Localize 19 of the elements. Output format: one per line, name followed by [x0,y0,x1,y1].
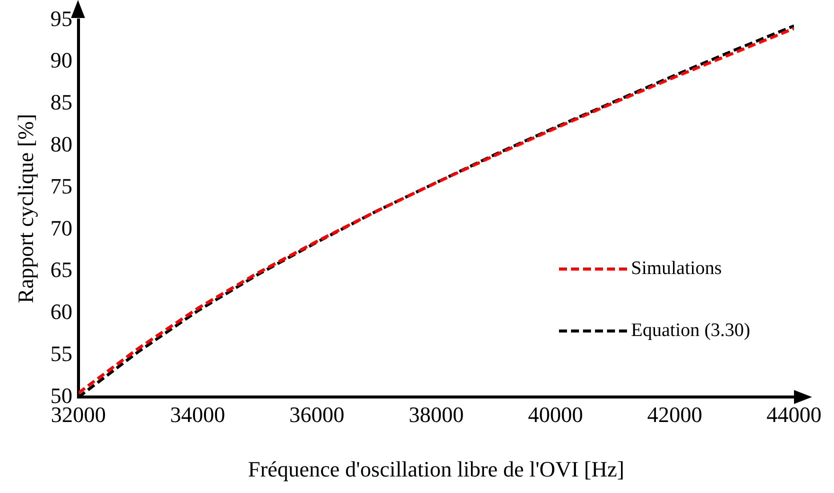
legend-label: Simulations [631,258,722,279]
legend-label: Equation (3.30) [631,320,750,341]
x-tick-label: 36000 [289,402,344,428]
x-axis-title: Fréquence d'oscillation libre de l'OVI [Hz] [248,456,624,482]
y-tick-label: 90 [50,48,72,73]
x-tick-label: 40000 [528,402,583,428]
x-tick-label: 34000 [170,402,226,428]
y-tick-label: 70 [50,215,72,240]
y-tick-label: 60 [50,299,72,324]
y-tick-label: 80 [50,132,72,157]
x-tick-label: 42000 [647,402,702,428]
y-axis-title: Rapport cyclique [%] [12,114,38,304]
y-tick-label: 55 [50,341,72,366]
x-tick-label: 44000 [766,402,822,428]
y-tick-label: 75 [50,173,72,198]
y-tick-label: 85 [50,90,72,115]
x-tick-label: 38000 [408,402,464,428]
y-tick-label: 65 [50,257,72,282]
y-tick-label: 95 [50,6,72,31]
